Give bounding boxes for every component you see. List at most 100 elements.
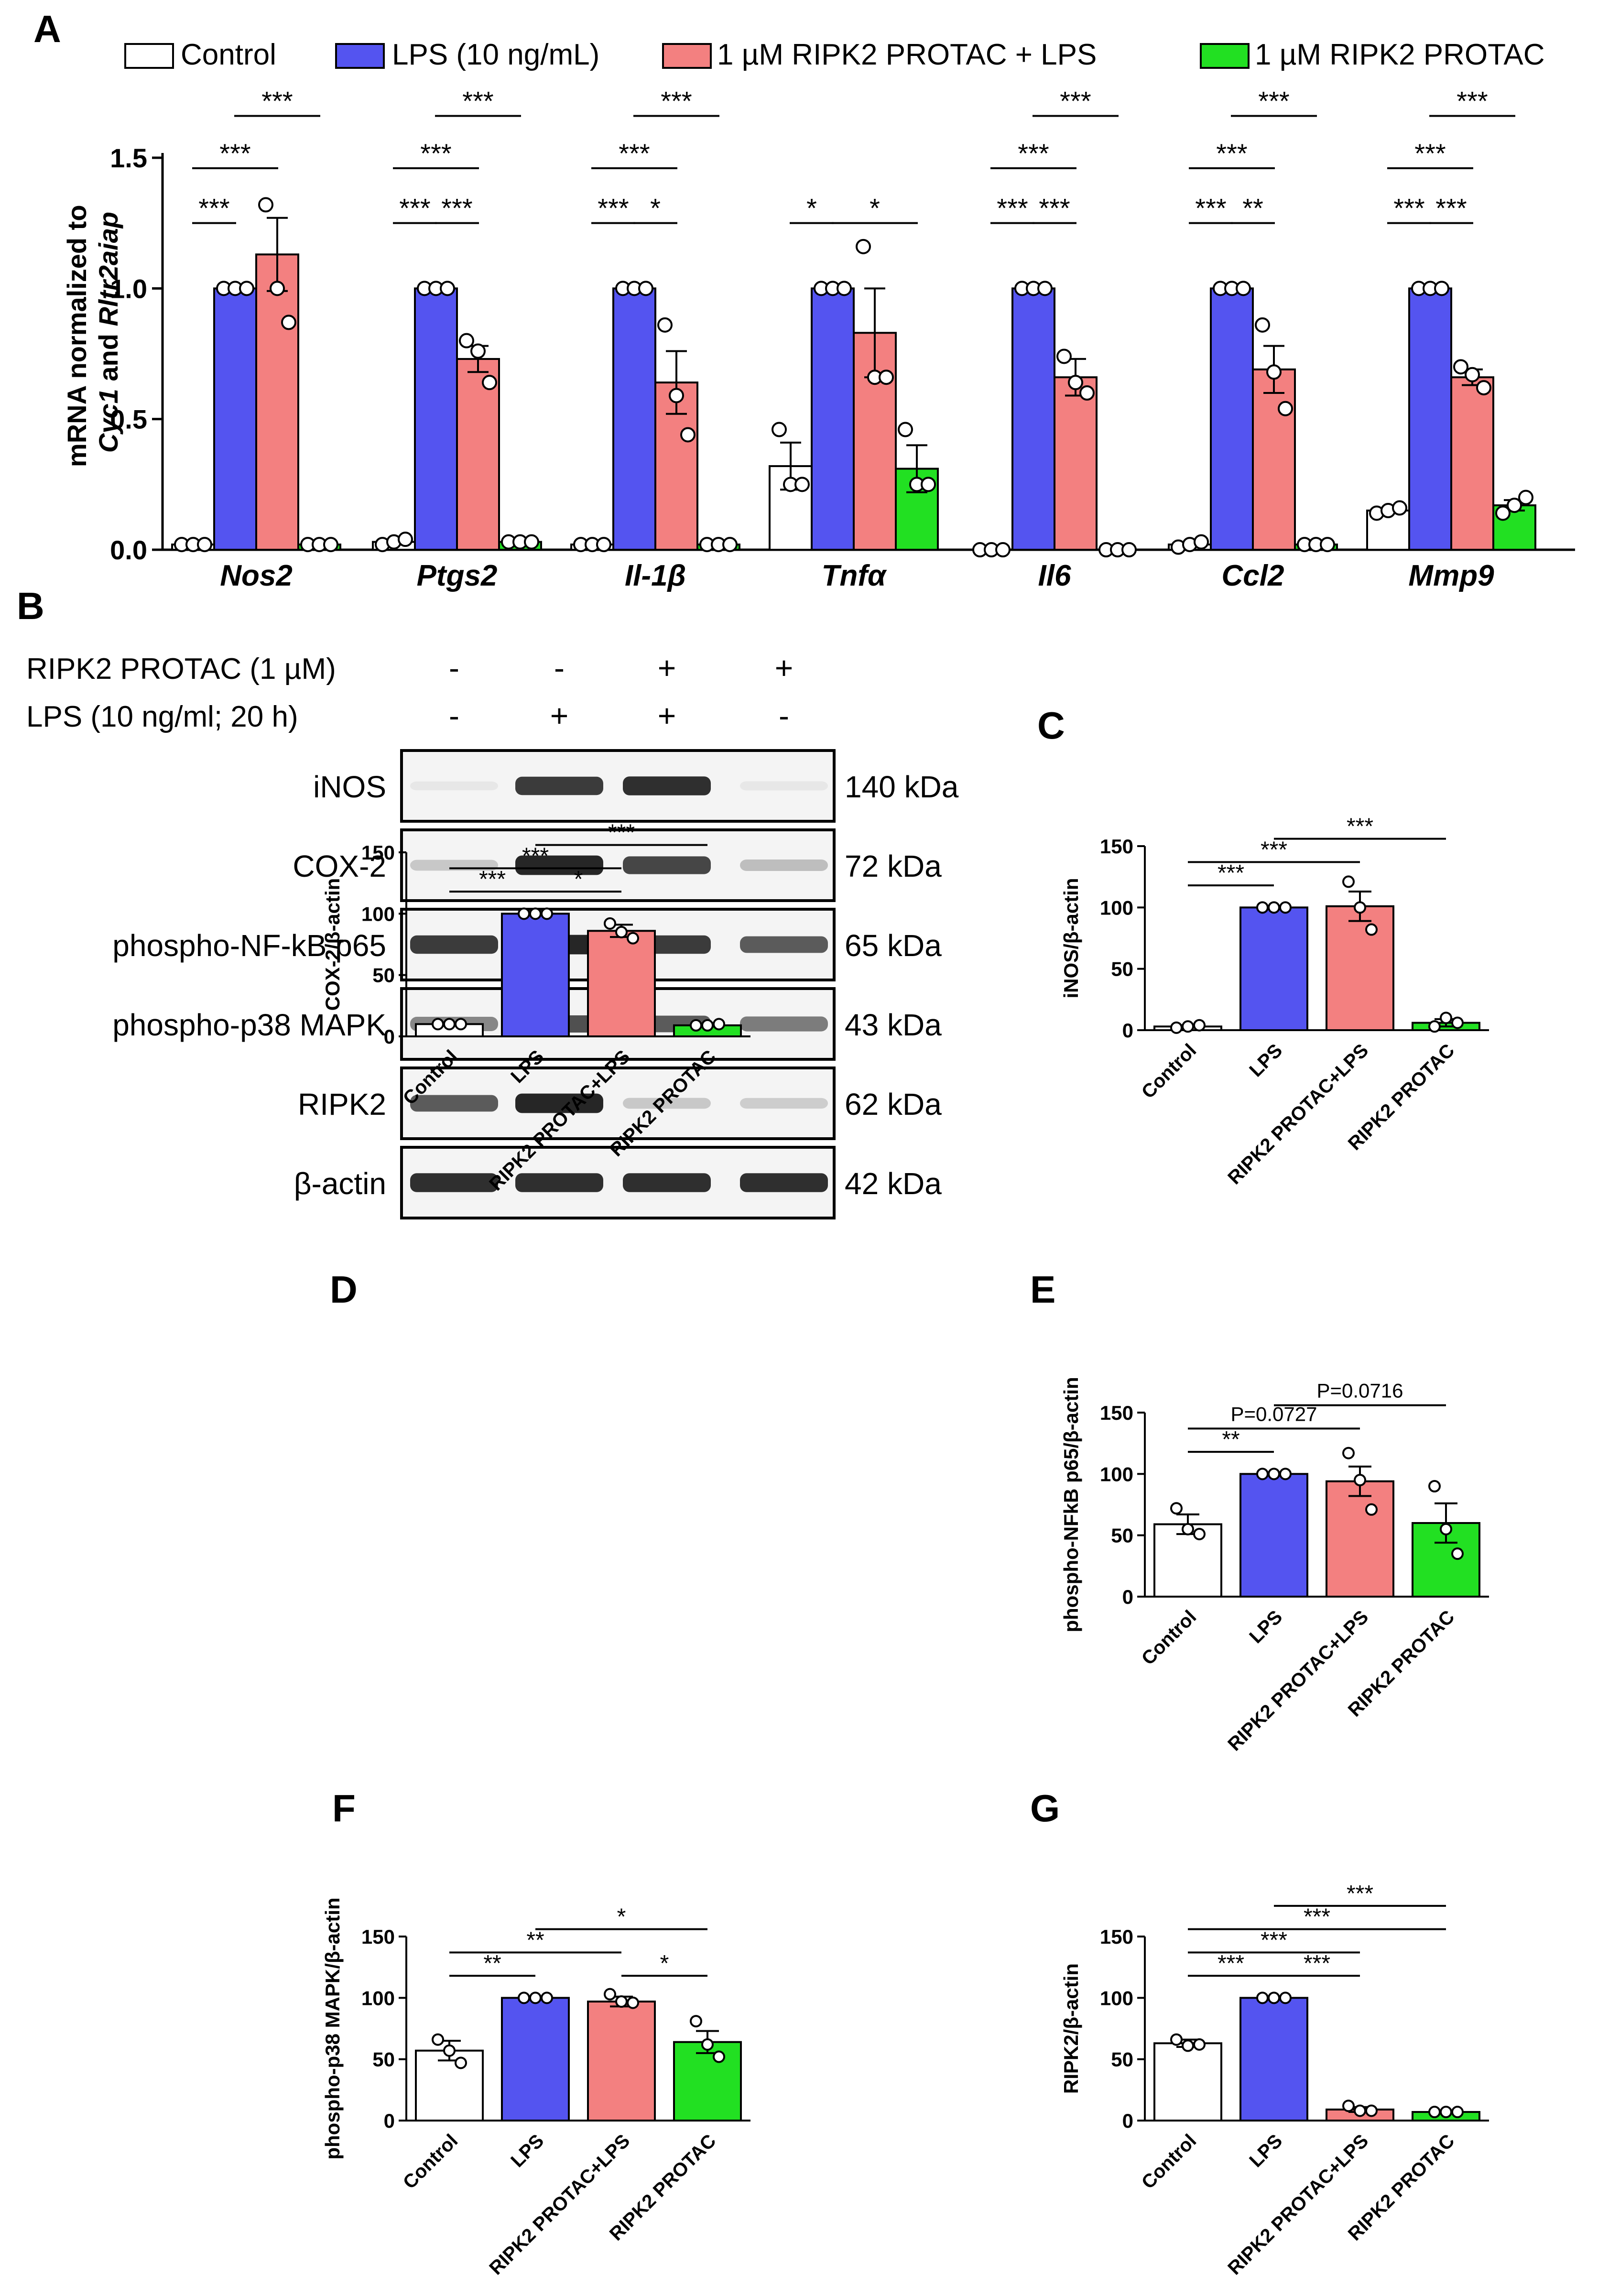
blot-protein-label: COX-2 xyxy=(293,849,386,883)
panel-d-bar xyxy=(501,913,570,1038)
blot-treatment-sign: - xyxy=(449,650,459,686)
panel-a-data-point xyxy=(657,317,673,333)
panel-a-sig-label: *** xyxy=(420,138,451,168)
panel-g-data-point xyxy=(1428,2106,1441,2119)
blot-size-label: 140 kDa xyxy=(845,770,959,804)
panel-c-bar xyxy=(1326,905,1394,1032)
panel-d-bar xyxy=(587,930,656,1038)
panel-e-sig-label: P=0.0716 xyxy=(1316,1380,1403,1402)
panel-g-sig-label: *** xyxy=(1304,1904,1330,1930)
panel-g-ytick-label: 100 xyxy=(1100,1987,1133,2009)
panel-a-data-point xyxy=(258,197,273,213)
panel-a-data-point xyxy=(1194,534,1209,550)
panel-f-bar xyxy=(673,2041,742,2122)
panel-a-data-point xyxy=(459,333,474,348)
panel-e-ytick-label: 0 xyxy=(1122,1586,1133,1608)
panel-f-sig-label: ** xyxy=(526,1927,544,1953)
panel-e-ytick-label: 100 xyxy=(1100,1463,1133,1485)
panel-d-ylabel: COX-2/β-actin xyxy=(321,878,344,1011)
panel-a-bar xyxy=(1054,376,1098,551)
blot-band xyxy=(740,1016,828,1032)
panel-a-data-point xyxy=(1255,317,1270,333)
panel-f-chart: 0 50 100 150 phospho-p38 MAPK/β-actin Control… xyxy=(321,1897,750,2279)
panel-d-data-point xyxy=(701,1019,714,1032)
panel-label-f: F xyxy=(332,1787,356,1829)
panel-e-sig-label: ** xyxy=(1222,1427,1239,1452)
panel-c-ytick-label: 100 xyxy=(1100,896,1133,919)
panel-g-bar xyxy=(1153,2042,1222,2122)
panel-c-bar xyxy=(1239,906,1308,1032)
panel-a-ylabel-gene2: Rltr2aiap xyxy=(93,212,123,326)
panel-g-category-label: LPS xyxy=(1245,2130,1286,2171)
panel-d-data-point xyxy=(518,907,530,920)
blot-band xyxy=(623,856,711,874)
panel-a-sig-label: *** xyxy=(261,86,293,116)
panel-g-bar xyxy=(1239,1997,1308,2122)
panel-f-data-point xyxy=(713,2050,725,2063)
panel-e-data-point xyxy=(1256,1468,1269,1480)
panel-a-data-point xyxy=(239,281,254,296)
blot-membrane xyxy=(400,828,836,902)
panel-d-data-point xyxy=(627,932,639,945)
panel-d-ytick-label: 150 xyxy=(361,841,395,864)
panel-d-data-point xyxy=(432,1018,444,1031)
panel-a-gene-label: Mmp9 xyxy=(1408,559,1494,592)
blot-protein-label: phospho-p38 MAPK xyxy=(112,1008,386,1042)
panel-c-ytick-label: 50 xyxy=(1111,958,1133,980)
panel-a-data-point xyxy=(794,477,810,492)
panel-f-data-point xyxy=(455,2057,467,2069)
panel-a-sig-label: *** xyxy=(219,138,250,168)
panel-a-sig-label: *** xyxy=(661,86,692,116)
panel-d-data-point xyxy=(443,1018,456,1031)
panel-g-data-point xyxy=(1256,1991,1269,2004)
panel-a-sig-label: ** xyxy=(1242,193,1263,223)
panel-a-data-point xyxy=(1453,359,1468,375)
panel-d-data-point xyxy=(455,1018,467,1031)
panel-f-data-point xyxy=(432,2033,444,2046)
blot-band xyxy=(623,1173,711,1192)
panel-a-gene-label: Tnfα xyxy=(822,559,887,592)
legend-label-protac: 1 µM RIPK2 PROTAC xyxy=(1255,38,1544,71)
panel-f-data-point xyxy=(604,1988,616,2001)
panel-a-data-point xyxy=(1465,367,1480,382)
panel-f-data-point xyxy=(690,2015,702,2028)
panel-g-data-point xyxy=(1182,2039,1194,2052)
panel-a-data-point xyxy=(837,281,852,296)
legend-swatch-protac xyxy=(1200,43,1250,69)
panel-g-ytick-label: 150 xyxy=(1100,1926,1133,1948)
panel-a-sig-label: * xyxy=(870,193,880,223)
panel-f-data-point xyxy=(529,1991,542,2004)
blot-size-label: 65 kDa xyxy=(845,928,942,963)
blot-band xyxy=(515,855,603,875)
panel-a-data-point xyxy=(1278,401,1293,416)
panel-c-category-label: Control xyxy=(1138,1040,1201,1103)
panel-f-bar xyxy=(501,1997,570,2122)
panel-a-sig-label: *** xyxy=(1216,138,1247,168)
panel-c-data-point xyxy=(1354,901,1366,914)
panel-a-ylabel-and: and xyxy=(93,326,123,389)
panel-a-data-point xyxy=(1079,385,1095,401)
panel-d-sig-label: *** xyxy=(522,843,549,869)
panel-d-sig-label: *** xyxy=(608,820,635,846)
panel-c-sig-label: *** xyxy=(1347,814,1373,839)
panel-a-data-point xyxy=(1320,537,1335,553)
panel-g-ytick-label: 0 xyxy=(1122,2110,1133,2132)
panel-a-bar xyxy=(213,287,257,551)
western-blot: RIPK2 PROTAC (1 µM) - - + + LPS (10 ng/ml; 20… xyxy=(26,650,959,1219)
panel-c-ytick-label: 0 xyxy=(1122,1019,1133,1042)
blot-band xyxy=(515,1093,603,1113)
panel-e-data-point xyxy=(1365,1503,1378,1516)
panel-a-data-point xyxy=(1056,348,1072,364)
blot-protein-label: β-actin xyxy=(294,1166,386,1201)
panel-e-data-point xyxy=(1193,1528,1206,1541)
blot-band xyxy=(740,1098,828,1109)
panel-a-data-point xyxy=(1266,364,1282,380)
panel-a-sig-label: *** xyxy=(1018,138,1049,168)
panel-d-data-point xyxy=(713,1018,725,1031)
blot-band xyxy=(623,776,711,795)
panel-a-ylabel: mRNA normalized to Cyc1 and Rltr2aiap xyxy=(62,197,123,467)
panel-c-data-point xyxy=(1256,901,1269,914)
panel-g-sig-label: *** xyxy=(1261,1927,1287,1953)
panel-a-sig-label: * xyxy=(650,193,661,223)
